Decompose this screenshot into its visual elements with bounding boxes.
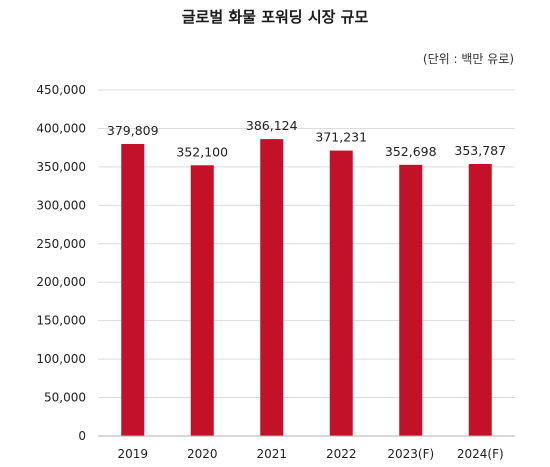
bar-2021 <box>260 139 284 437</box>
bar-2020 <box>190 165 214 436</box>
data-label: 386,124 <box>246 118 298 133</box>
y-tick-label: 200,000 <box>36 275 86 289</box>
gridlines <box>98 89 515 399</box>
data-label: 352,100 <box>176 144 228 159</box>
data-label: 379,809 <box>107 123 159 138</box>
x-axis: 2019 2020 2021 2022 2023(F) 2024(F) <box>98 435 515 461</box>
y-tick-label: 150,000 <box>36 314 86 328</box>
y-tick-label: 450,000 <box>36 83 86 97</box>
data-label: 352,698 <box>385 144 437 159</box>
y-axis: 0 50,000 100,000 150,000 200,000 250,000 300,0… <box>36 83 86 443</box>
bar-2024(F) <box>468 163 492 436</box>
unit-note: (단위 : 백만 유로) <box>422 52 514 66</box>
data-labels: 379,809 352,100 386,124 371,231 352,698 353,7… <box>107 118 506 159</box>
x-tick-label: 2019 <box>117 447 148 461</box>
y-tick-label: 400,000 <box>36 121 86 135</box>
x-tick-label: 2022 <box>326 447 357 461</box>
data-label: 371,231 <box>315 130 367 145</box>
x-tick-label: 2024(F) <box>457 447 504 461</box>
y-tick-label: 350,000 <box>36 160 86 174</box>
bar-2023(F) <box>399 164 423 436</box>
y-tick-label: 100,000 <box>36 352 86 366</box>
y-tick-label: 50,000 <box>44 391 86 405</box>
bar-2022 <box>329 150 353 436</box>
bars <box>121 139 492 437</box>
x-tick-label: 2021 <box>256 447 287 461</box>
y-tick-label: 250,000 <box>36 237 86 251</box>
y-tick-label: 300,000 <box>36 198 86 212</box>
data-label: 353,787 <box>454 143 506 158</box>
bar-2019 <box>121 143 145 436</box>
x-tick-label: 2023(F) <box>387 447 434 461</box>
chart-title: 글로벌 화물 포워딩 시장 규모 <box>181 8 369 26</box>
x-tick-label: 2020 <box>187 447 218 461</box>
y-tick-label: 0 <box>78 429 86 443</box>
